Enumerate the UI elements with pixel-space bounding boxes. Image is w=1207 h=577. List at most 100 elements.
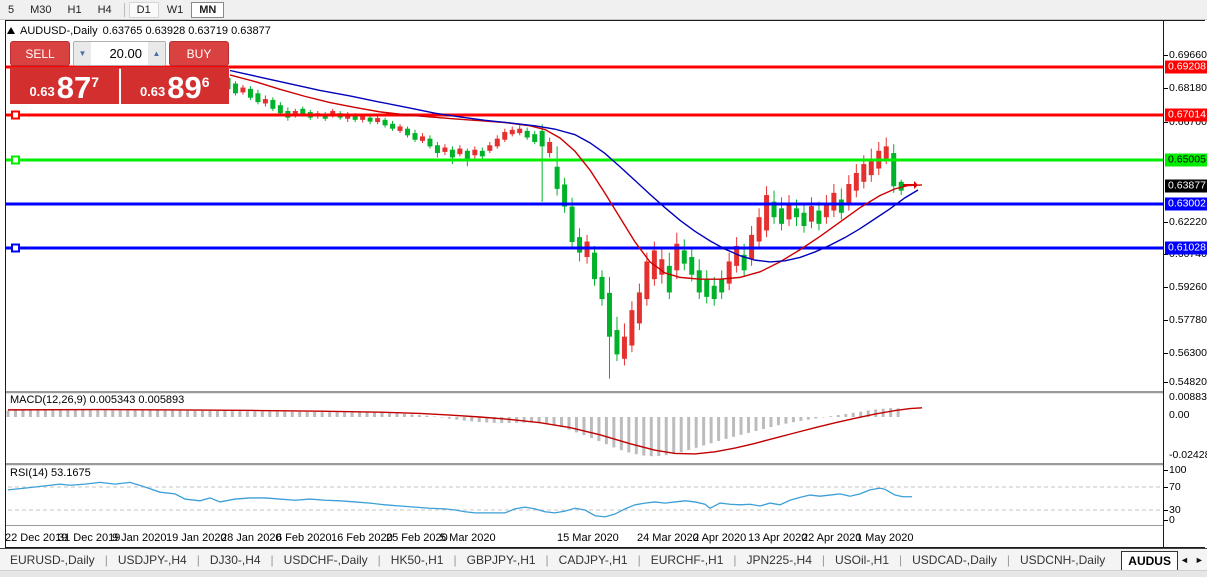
buy-price-pip: 6 [201,74,210,90]
candle-body [816,210,822,224]
toolbar-separator [123,2,125,17]
main-plot-area[interactable] [6,21,1163,547]
buy-button[interactable]: BUY [169,41,229,66]
chart-tab-eurchf-h1[interactable]: EURCHF-,H1 [650,553,724,567]
chart-tab-usoil-h1[interactable]: USOil-,H1 [835,553,890,567]
timeframe-button-W1[interactable]: W1 [166,3,184,16]
chart-tab-usdchf-daily[interactable]: USDCHF-,Daily [283,553,368,567]
candle-body [629,310,635,346]
candle-body [853,172,859,191]
candle-body [367,117,373,122]
timeframe-button-H1[interactable]: H1 [67,3,82,16]
chart-tab-usdcnh-daily[interactable]: USDCNH-,Daily [1019,553,1106,567]
candle-body [621,336,627,359]
axis-tick-mark [1164,470,1168,471]
candle-body [472,149,478,156]
candle-body [382,119,388,126]
chart-tab-usdjpy-h4[interactable]: USDJPY-,H4 [117,553,187,567]
tab-separator: | [733,553,737,567]
candle-body [345,115,351,119]
candle-body [419,136,425,141]
candle-body [494,138,500,147]
sell-price-pip: 7 [91,74,100,90]
chart-tab-cadjpy-h1[interactable]: CADJPY-,H1 [558,553,628,567]
date-label: 1 May 2020 [856,532,914,544]
volume-increase-button[interactable]: ▲ [148,42,165,65]
volume-decrease-button[interactable]: ▼ [74,42,91,65]
chart-tab-active-audusd[interactable]: AUDUS [1121,550,1178,570]
axis-tick-mark [1164,520,1168,521]
candle-body [554,166,560,189]
candle-body [322,114,328,119]
sell-price-display[interactable]: 0.63 87 7 [10,67,119,104]
hline-drag-handle [11,155,20,165]
candle-body [719,279,725,293]
date-label: 5 Mar 2020 [440,532,496,544]
rsi-axis-label: 30 [1169,504,1181,516]
date-label: 2 Apr 2020 [693,532,747,544]
candle-body [390,123,396,129]
candle-body [427,138,433,147]
timeframe-button-5[interactable]: 5 [8,3,15,16]
candle-body [532,134,538,142]
timeframe-button-H4[interactable]: H4 [97,3,112,16]
candle-body [270,99,276,109]
candle-body [681,250,687,264]
rsi-indicator-label: RSI(14) 53.1675 [10,467,91,479]
candle-body [741,254,747,271]
hline-drag-handle [11,243,20,253]
macd-signal-line [7,407,923,455]
rsi-panel-splitter[interactable] [6,463,1163,466]
candle-body [247,88,253,98]
candle-body [487,145,493,151]
macd-axis-label: 0.00 [1169,409,1190,421]
candle-body [592,252,598,280]
date-label: 15 Mar 2020 [557,532,619,544]
date-axis[interactable]: 22 Dec 2019 31 Dec 2019 9 Jan 2020 19 Jan 2… [5,526,1163,547]
candle-body [405,128,411,136]
timeframe-button-D1[interactable]: D1 [128,1,159,18]
buy-price-display[interactable]: 0.63 89 6 [120,67,229,104]
candle-body [696,270,702,293]
candle-body [846,184,852,204]
chart-tab-hk50-h1[interactable]: HK50-,H1 [390,553,444,567]
candle-body [599,276,605,300]
ma-fast-red-line [229,74,923,280]
price-level-badge: 0.61028 [1165,241,1207,255]
date-label: 24 Mar 2020 [637,532,699,544]
axis-tick-mark [1164,254,1168,255]
symbol-up-triangle-icon [7,27,15,34]
chart-tab-eurusd-daily[interactable]: EURUSD-,Daily [10,553,95,567]
tab-scroll-left-icon[interactable]: ◄ [1179,555,1189,565]
date-label: 9 Jan 2020 [112,532,167,544]
axis-tick-mark [1164,55,1168,56]
candle-body [562,184,568,207]
timeframe-toolbar: 5 M30 H1 H4 D1 W1 MN [0,0,1207,20]
candle-body [442,147,448,152]
macd-panel-splitter[interactable] [6,391,1163,394]
chart-tab-jpn225-h4[interactable]: JPN225-,H4 [746,553,812,567]
candle-body [614,330,620,355]
hline-drag-handle [11,110,20,120]
candle-body [517,128,523,134]
chart-tab-usdcad-daily[interactable]: USDCAD-,Daily [912,553,997,567]
timeframe-button-M30[interactable]: M30 [30,3,52,16]
candle-body [509,129,515,135]
axis-tick-mark [1164,353,1168,354]
chart-tab-gbpjpy-h1[interactable]: GBPJPY-,H1 [466,553,536,567]
bottom-scroll-strip[interactable] [0,570,1207,577]
candle-body [502,132,508,140]
axis-tick-mark [1164,88,1168,89]
chart-window [5,20,1205,548]
macd-axis-label: -0.02428 [1169,449,1207,461]
volume-input[interactable] [91,42,148,65]
price-axis[interactable]: 0.696600.681800.667000.622200.607400.592… [1163,21,1207,547]
chart-tab-dj30-h4[interactable]: DJ30-,H4 [209,553,261,567]
tab-scroll-right-icon[interactable]: ► [1194,555,1204,565]
date-label: 16 Feb 2020 [331,532,393,544]
candle-body [277,105,283,114]
current-price-arrow-icon [914,180,918,189]
tab-separator: | [377,553,381,567]
timeframe-button-MN[interactable]: MN [191,1,225,18]
sell-button[interactable]: SELL [10,41,70,66]
